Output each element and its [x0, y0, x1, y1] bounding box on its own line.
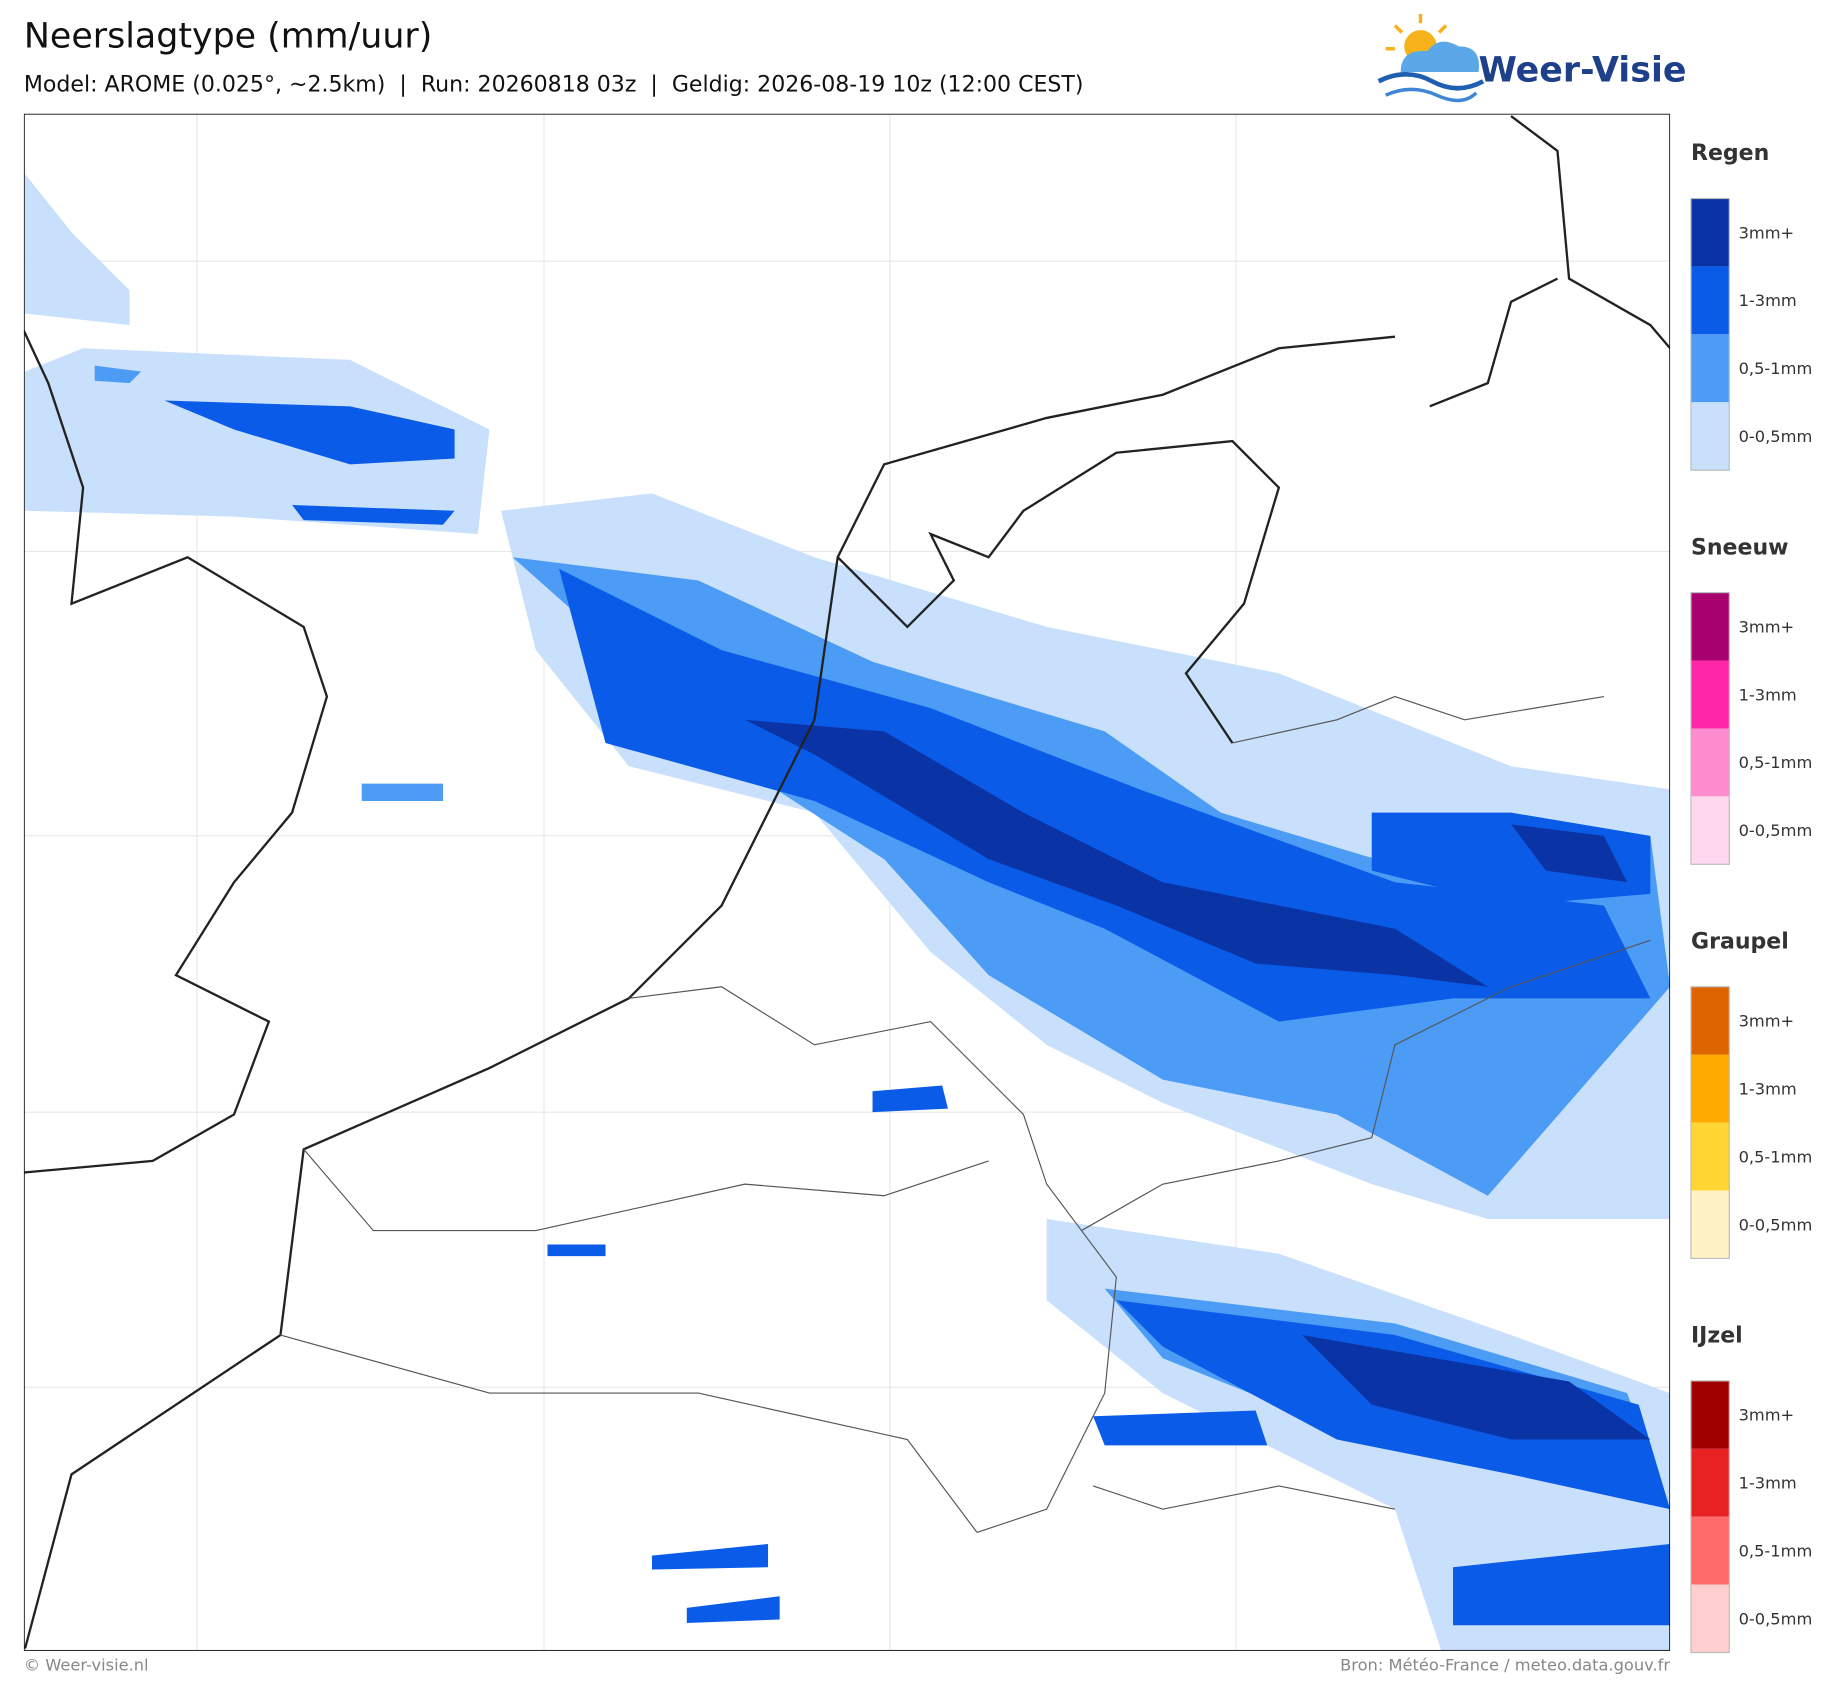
legend-label: 1-3mm — [1739, 1079, 1797, 1098]
legend-label: 0,5-1mm — [1739, 359, 1813, 378]
legend-label: 0,5-1mm — [1739, 1147, 1813, 1166]
legend-label: 3mm+ — [1739, 1406, 1795, 1425]
legend-swatch — [1690, 1054, 1730, 1123]
legend-swatch — [1690, 986, 1730, 1055]
title: Neerslagtype (mm/uur) — [24, 17, 432, 57]
legend-swatch — [1690, 1122, 1730, 1191]
legend-group-title: IJzel — [1691, 1324, 1743, 1349]
legend-swatch — [1690, 1380, 1730, 1449]
logo-text: Weer-Visie — [1479, 50, 1687, 90]
footer-source: Bron: Météo-France / meteo.data.gouv.fr — [1340, 1656, 1670, 1675]
legend-swatch — [1690, 334, 1730, 403]
subtitle: Model: AROME (0.025°, ~2.5km) | Run: 202… — [24, 73, 1084, 98]
legend-group-title: Regen — [1691, 141, 1769, 166]
legend: Regen 3mm+ 1-3mm 0,5-1mm 0-0,5mm Sneeuw 3mm+ 1-… — [1690, 141, 1813, 1654]
coastlines — [23, 115, 1671, 1649]
legend-label: 1-3mm — [1739, 1474, 1797, 1493]
legend-label: 0-0,5mm — [1739, 821, 1813, 840]
borders — [280, 695, 1651, 1533]
legend-swatch — [1690, 660, 1730, 729]
legend-label: 1-3mm — [1739, 291, 1797, 310]
legend-label: 0,5-1mm — [1739, 1541, 1813, 1560]
legend-swatch — [1690, 592, 1730, 661]
legend-frame — [1690, 986, 1730, 1260]
legend-group-title: Sneeuw — [1691, 535, 1789, 560]
legend-label: 0,5-1mm — [1739, 753, 1813, 772]
legend-swatch — [1690, 728, 1730, 797]
legend-label: 3mm+ — [1739, 617, 1795, 636]
legend-swatch — [1690, 1516, 1730, 1585]
map — [23, 113, 1671, 1651]
legend-label: 3mm+ — [1739, 1012, 1795, 1031]
legend-swatch — [1690, 402, 1730, 471]
precipitation — [25, 174, 1671, 1651]
legend-swatch — [1690, 1190, 1730, 1259]
legend-swatch — [1690, 198, 1730, 267]
legend-label: 3mm+ — [1739, 223, 1795, 242]
legend-label: 0-0,5mm — [1739, 1609, 1813, 1628]
legend-swatch — [1690, 266, 1730, 335]
legend-label: 0-0,5mm — [1739, 1215, 1813, 1234]
footer-credit: © Weer-visie.nl — [24, 1656, 149, 1675]
legend-label: 1-3mm — [1739, 685, 1797, 704]
legend-group-title: Graupel — [1691, 929, 1789, 954]
legend-frame — [1690, 592, 1730, 865]
legend-swatch — [1690, 1584, 1730, 1653]
legend-swatch — [1690, 1448, 1730, 1517]
logo: Weer-Visie — [1377, 13, 1687, 103]
legend-swatch — [1690, 796, 1730, 865]
legend-label: 0-0,5mm — [1739, 427, 1813, 446]
legend-frame — [1690, 1380, 1730, 1654]
legend-frame — [1690, 197, 1730, 471]
